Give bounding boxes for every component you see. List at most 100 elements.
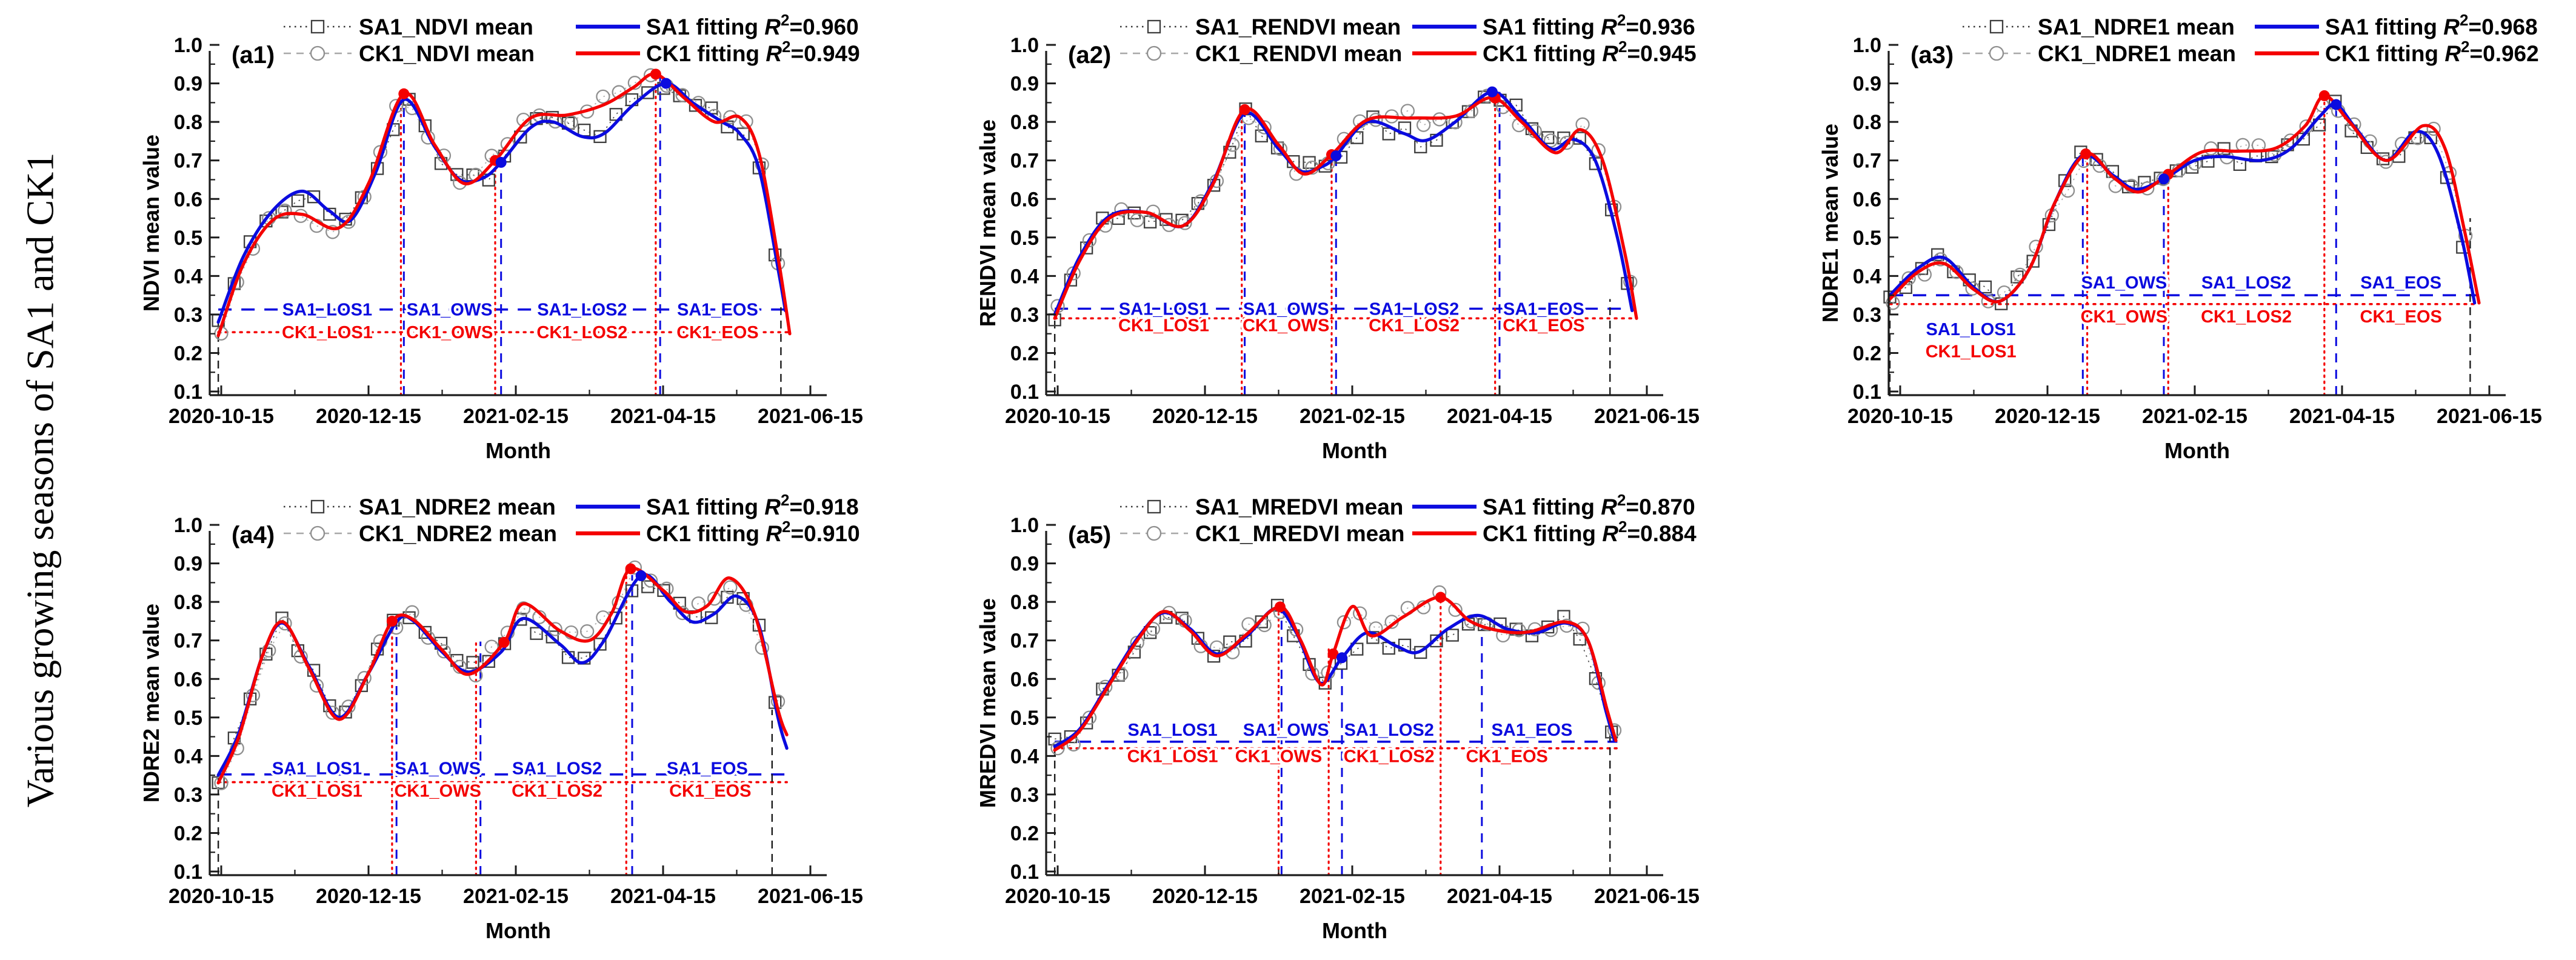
legend-fit-label: SA1 fitting R2=0.936 [1483, 11, 1695, 39]
ck1-phenology-dot [2080, 148, 2092, 159]
season-label: SA1_OWS [407, 301, 493, 320]
square-marker [2122, 180, 2135, 194]
circle-marker [484, 639, 499, 654]
y-axis-label: NDRE1 mean value [1818, 124, 1843, 322]
y-tick-label: 0.9 [174, 73, 202, 96]
legend-fit-label: CK1 fitting R2=0.884 [1483, 518, 1697, 546]
season-hlines [1053, 741, 1619, 750]
y-tick-label: 0.5 [174, 707, 202, 730]
circle-marker [707, 592, 722, 606]
x-tick-label: 2021-06-15 [758, 405, 863, 428]
legend-fit-label: CK1 fitting R2=0.910 [646, 518, 860, 546]
x-tick-label: 2021-04-15 [2289, 405, 2395, 428]
chart-a3: SA1_LOS1 CK1_LOS1 SA1_OWS SA1_LOS2 SA1_EOS CK… [1818, 11, 2542, 463]
x-tick-label: 2020-12-15 [316, 405, 421, 428]
season-label: CK1_OWS [406, 323, 493, 342]
y-tick-label: 0.9 [1853, 73, 1881, 96]
circle-marker [675, 88, 690, 102]
panel-tag: (a5) [1068, 522, 1111, 548]
y-tick-label: 0.3 [174, 784, 202, 807]
phenology-vlines [1889, 95, 2471, 396]
ck1-marker-trail [221, 566, 779, 784]
square-marker [1541, 131, 1555, 144]
legend-series-label: CK1_MREDVI mean [1195, 521, 1404, 546]
x-tick-label: 2021-02-15 [463, 405, 569, 428]
y-tick-label: 0.7 [1010, 630, 1039, 653]
y-axis-label: NDVI mean value [139, 135, 164, 312]
y-tick-label: 0.6 [1010, 668, 1039, 691]
circle-marker [1257, 120, 1272, 135]
square-marker [1978, 280, 1992, 294]
ck1-phenology-dot [1435, 592, 1446, 603]
season-label: CK1_EOS [1466, 747, 1547, 766]
legend-circle-marker-icon [1989, 45, 2004, 61]
y-tick-label: 0.5 [1853, 227, 1881, 250]
y-tick-label: 0.8 [174, 111, 202, 134]
ck1-phenology-dot [625, 563, 636, 575]
panel-tag: (a4) [232, 522, 275, 548]
square-marker [2058, 174, 2072, 187]
season-label: SA1_OWS [2081, 273, 2167, 293]
sa1-fit-curve [216, 573, 789, 777]
season-label: CK1_LOS2 [536, 323, 627, 342]
season-labels: SA1_LOS1 CK1_LOS1 SA1_OWS SA1_LOS2 SA1_EOS CK… [1923, 271, 2444, 364]
circle-marker [1082, 233, 1097, 248]
axis: 0.1 0.2 0.3 0.4 0.5 0.6 0.7 0.8 0.9 1.0 2020-10-15… [975, 34, 1700, 463]
season-label: SA1_OWS [395, 759, 481, 779]
ck1-phenology-dot [1239, 104, 1250, 115]
circle-marker [2347, 117, 2361, 132]
season-label: SA1_LOS1 [272, 759, 362, 779]
season-label: CK1_LOS1 [272, 782, 362, 801]
square-marker [1931, 248, 1944, 261]
chart-a1: SA1_LOS1 SA1_OWS SA1_LOS2 SA1_EOS CK1_LOS1 CK… [139, 11, 863, 463]
x-tick-label: 2021-04-15 [1447, 885, 1552, 908]
y-tick-label: 0.8 [174, 591, 202, 614]
legend-circle-marker-icon [310, 525, 325, 541]
legend-series-label: SA1_NDVI mean [359, 15, 533, 39]
x-tick-label: 2021-04-15 [610, 885, 716, 908]
phenology-dots [1274, 592, 1446, 664]
season-label: SA1_LOS2 [512, 759, 602, 779]
season-label: CK1_LOS1 [1926, 342, 2017, 361]
square-marker [1430, 634, 1443, 648]
y-tick-label: 0.6 [1853, 188, 1881, 211]
y-tick-label: 0.4 [174, 745, 202, 768]
x-tick-label: 2020-10-15 [169, 405, 274, 428]
subplot-a1: SA1_LOS1 SA1_OWS SA1_LOS2 SA1_EOS CK1_LOS1 CK… [0, 0, 885, 480]
sa1-phenology-dot [2158, 173, 2169, 185]
phenology-vlines [1053, 92, 1611, 396]
x-axis-label: Month [486, 918, 551, 943]
phenology-dots [2080, 90, 2342, 185]
season-label: CK1_LOS2 [512, 782, 602, 801]
legend-series-label: CK1_RENDVI mean [1195, 41, 1402, 66]
season-label: CK1_LOS2 [2201, 307, 2292, 327]
circle-marker [1901, 271, 1916, 285]
circle-marker [325, 705, 340, 720]
y-tick-label: 0.7 [174, 150, 202, 173]
circle-marker [2426, 121, 2441, 136]
y-tick-label: 0.6 [1010, 188, 1039, 211]
y-tick-label: 0.2 [1010, 822, 1039, 845]
season-label: SA1_EOS [2360, 273, 2441, 293]
sa1-phenology-dot [1330, 150, 1342, 162]
y-tick-label: 0.2 [174, 342, 202, 365]
circle-marker [262, 643, 276, 658]
legend-fit-label: CK1 fitting R2=0.962 [2325, 38, 2539, 66]
circle-marker [548, 622, 562, 636]
y-tick-label: 0.1 [174, 381, 202, 404]
season-label: SA1_EOS [1503, 299, 1584, 319]
y-tick-label: 0.9 [1010, 73, 1039, 96]
season-label: CK1_LOS1 [282, 323, 373, 342]
square-marker [641, 86, 655, 99]
y-tick-label: 0.6 [174, 188, 202, 211]
season-label: SA1_LOS1 [282, 301, 372, 320]
season-label: SA1_LOS2 [537, 301, 627, 320]
season-label: SA1_EOS [1492, 721, 1573, 740]
circle-marker [1560, 135, 1574, 150]
circle-marker [325, 225, 340, 239]
x-tick-label: 2021-06-15 [758, 885, 863, 908]
legend-series-label: SA1_NDRE1 mean [2038, 15, 2235, 39]
y-axis-label: MREDVI mean value [975, 598, 1000, 808]
